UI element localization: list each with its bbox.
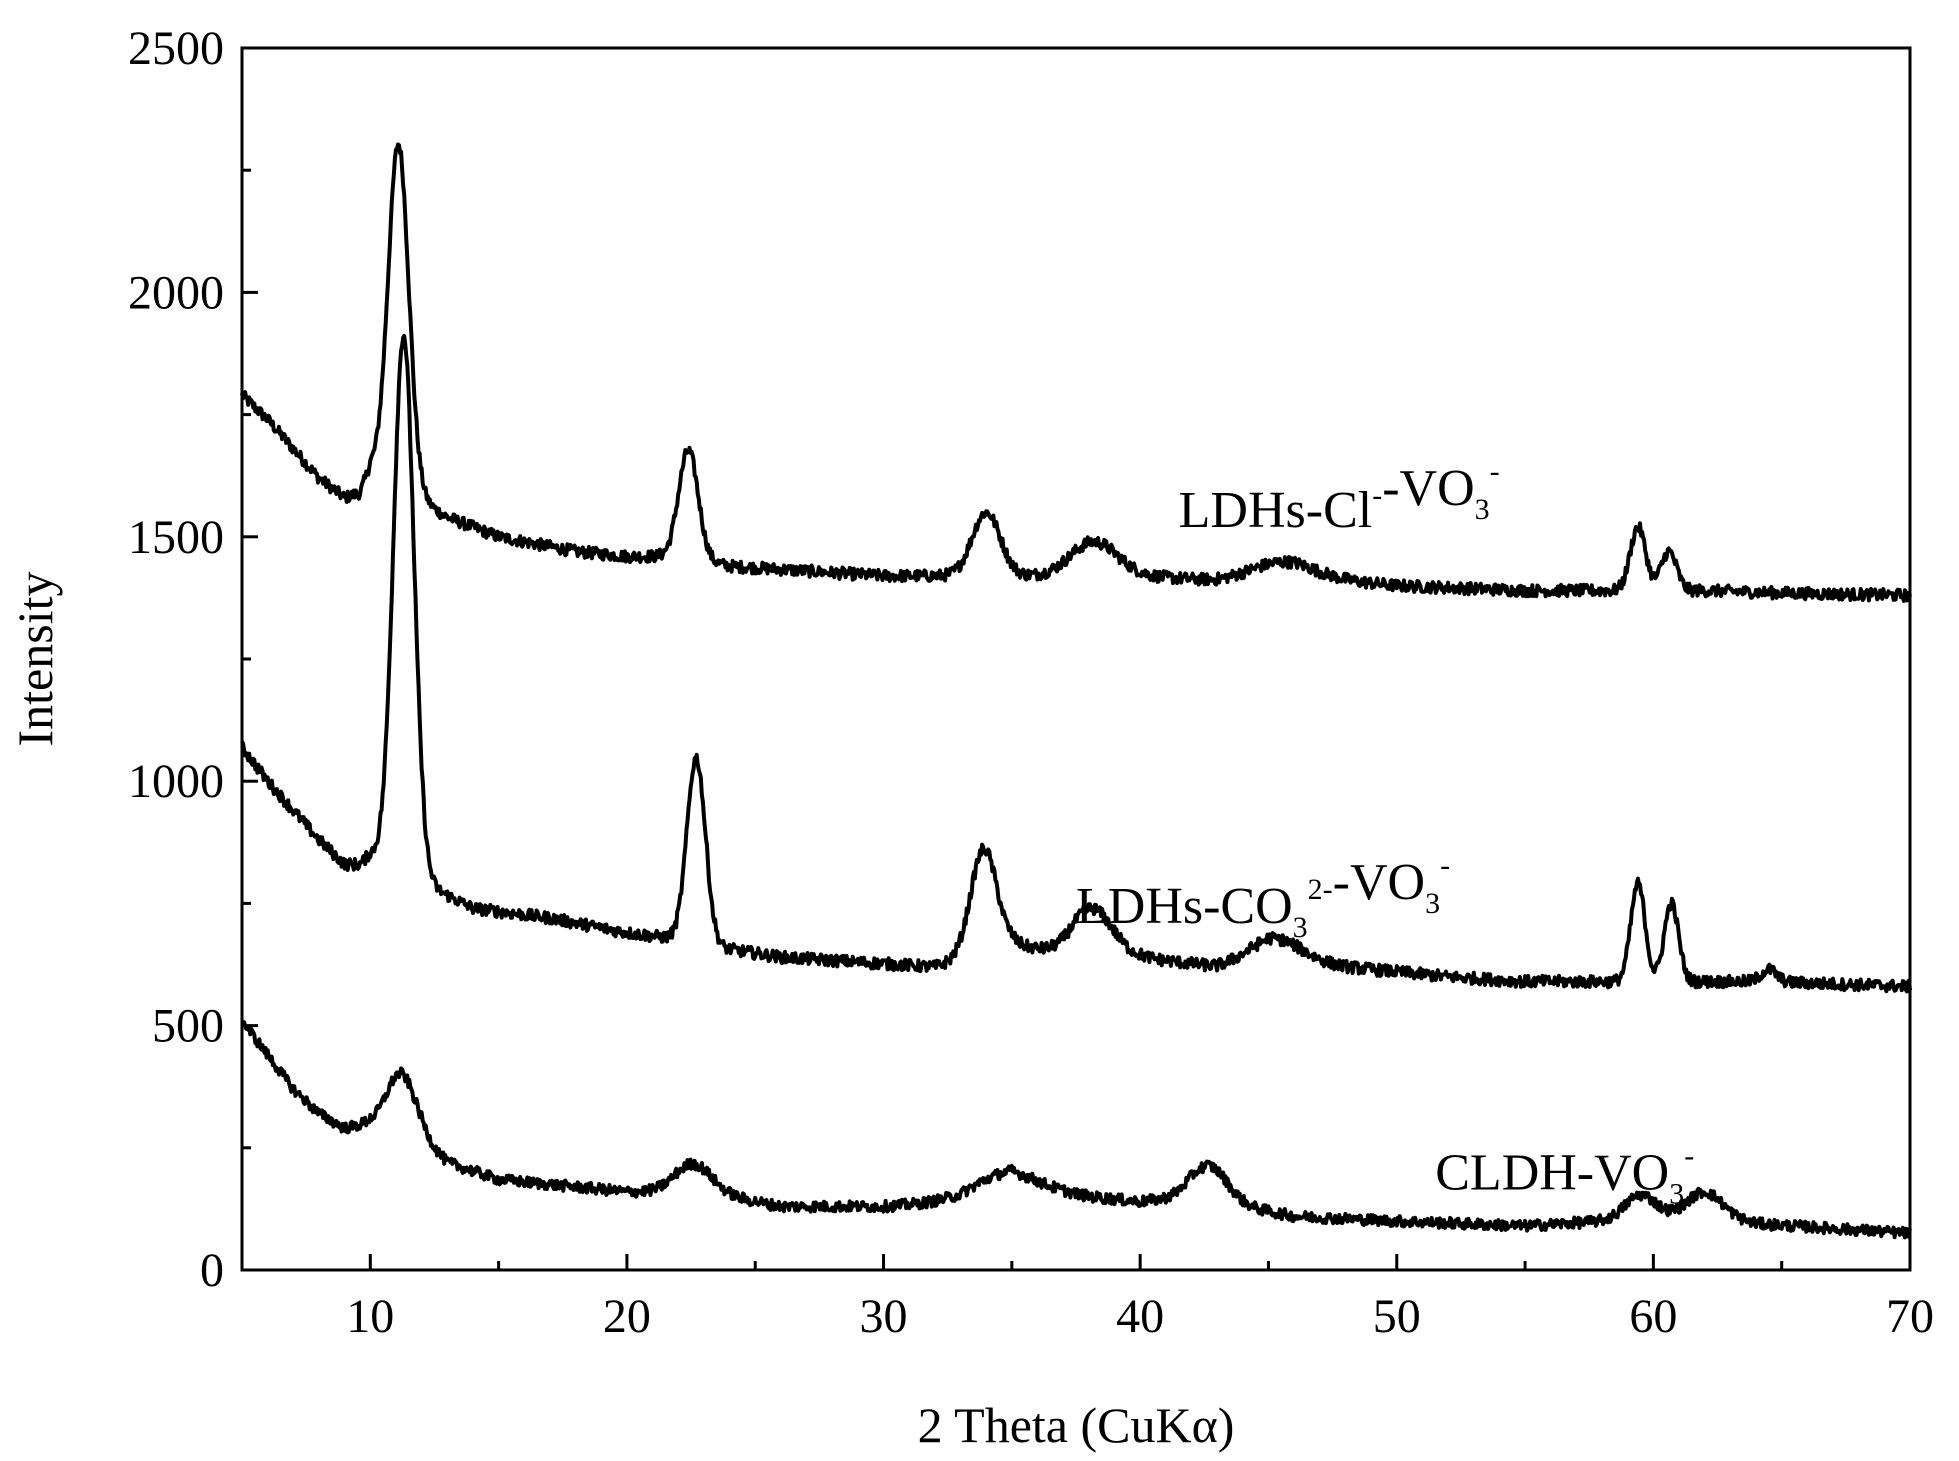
y-axis-title: Intensity [7, 572, 63, 747]
y-tick-label: 2500 [128, 22, 224, 75]
x-tick-label: 60 [1629, 1290, 1677, 1343]
labels-layer: 10 20 30 40 50 60 70 0 500 1000 1500 2000 2500 LDHs-C… [128, 22, 1934, 1343]
plot-frame [240, 46, 1912, 1272]
x-tick-label: 50 [1373, 1290, 1421, 1343]
y-tick-label: 500 [152, 1000, 224, 1053]
x-axis-title: 2 Theta (CuKα) [918, 1397, 1235, 1453]
series-line-2 [240, 333, 1912, 994]
ticks-layer [240, 46, 1912, 1272]
series-label-1: LDHs-Cl--VO3- [1179, 455, 1500, 539]
series-label-2: LDHs-CO32--VO3- [1076, 849, 1450, 944]
y-tick-label: 1000 [128, 755, 224, 808]
y-tick-label: 1500 [128, 511, 224, 564]
x-tick-label: 70 [1886, 1290, 1934, 1343]
series-layer [240, 142, 1912, 1240]
x-tick-label: 10 [346, 1290, 394, 1343]
series-line-3 [240, 1020, 1912, 1240]
x-tick-label: 30 [860, 1290, 908, 1343]
y-tick-label: 2000 [128, 266, 224, 319]
x-tick-label: 20 [603, 1290, 651, 1343]
x-tick-label: 40 [1116, 1290, 1164, 1343]
y-tick-label: 0 [200, 1244, 224, 1297]
series-label-3: CLDH-VO3- [1435, 1139, 1694, 1210]
series-line-1 [240, 142, 1912, 603]
